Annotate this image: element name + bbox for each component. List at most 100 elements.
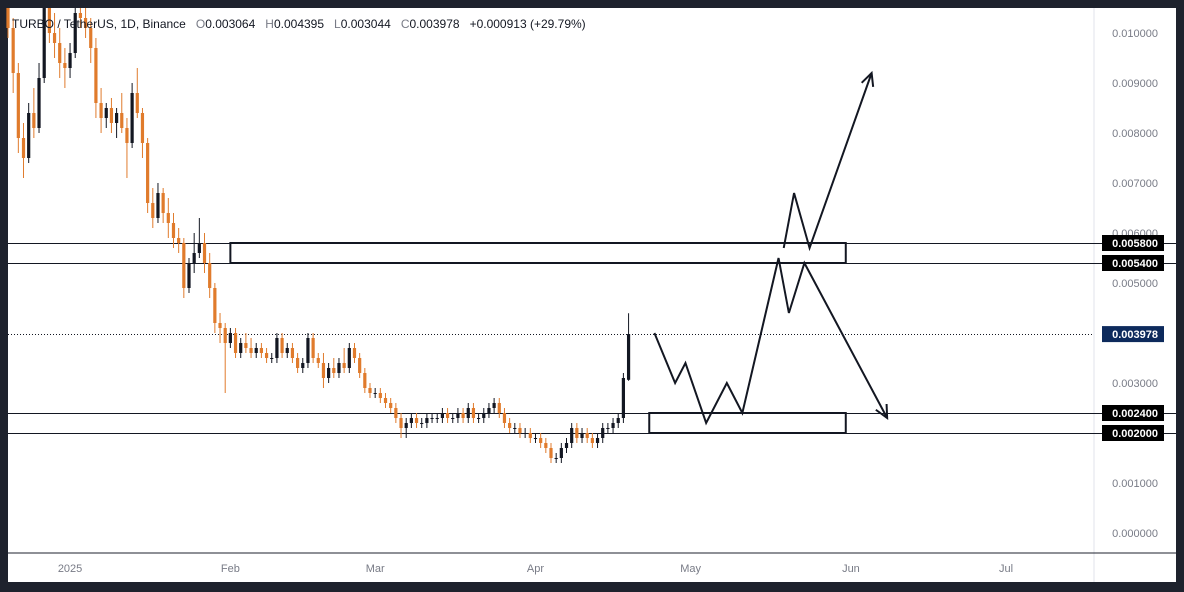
candle-body	[233, 333, 238, 353]
candle	[497, 398, 501, 418]
candle-body	[295, 358, 300, 368]
candle	[228, 328, 232, 348]
candle-body	[290, 348, 295, 358]
high-label: H	[265, 17, 274, 31]
candle-body	[342, 363, 346, 368]
candle-body	[47, 8, 51, 33]
candle-body	[202, 243, 207, 263]
candle	[321, 353, 326, 388]
x-tick-label: Jul	[999, 563, 1013, 575]
candle-body	[404, 423, 408, 428]
candle-body	[513, 428, 517, 429]
candle-body	[358, 358, 362, 373]
candle	[290, 343, 295, 363]
candle-body	[306, 338, 310, 363]
candle	[192, 233, 196, 273]
candle-body	[270, 358, 274, 359]
candle-body	[399, 418, 403, 428]
candle	[171, 213, 176, 248]
candle-body	[533, 438, 538, 439]
candle-body	[285, 348, 289, 353]
low-label: L	[334, 17, 341, 31]
level-price-label-box	[1102, 235, 1164, 251]
candle	[332, 358, 336, 378]
y-tick-label: 0.003000	[1112, 378, 1158, 390]
candle	[394, 403, 398, 423]
level-price-label: 0.005400	[1112, 258, 1158, 270]
candle-body	[409, 418, 413, 423]
candle	[58, 28, 62, 78]
candle	[570, 423, 574, 448]
candle-body	[528, 433, 532, 438]
candle	[502, 408, 507, 428]
candle	[223, 323, 227, 393]
candle-body	[275, 338, 279, 358]
close-value: 0.003978	[409, 17, 460, 31]
candle	[161, 188, 165, 223]
candle-body	[461, 413, 465, 418]
candle-body	[544, 443, 548, 448]
candle-body	[254, 348, 258, 353]
y-tick-label: 0.005000	[1112, 278, 1158, 290]
candle-body	[63, 63, 67, 68]
candle-body	[606, 428, 610, 429]
level-price-label-box	[1102, 255, 1164, 271]
candle-body	[197, 243, 201, 253]
candle-body	[626, 334, 631, 380]
candle-body	[161, 193, 165, 213]
x-tick-label: Jun	[842, 563, 860, 575]
candle-body	[523, 433, 527, 434]
candle	[208, 253, 212, 298]
candle-body	[440, 413, 445, 418]
candle	[213, 283, 217, 333]
candle-body	[518, 428, 522, 433]
candle	[471, 403, 476, 423]
candle	[414, 413, 419, 428]
candle	[21, 123, 26, 178]
candle	[182, 238, 186, 298]
candle	[621, 373, 626, 423]
candle-body	[218, 323, 222, 328]
candle	[616, 413, 620, 428]
candle	[78, 8, 83, 28]
candle-body	[456, 413, 460, 418]
candle	[539, 433, 543, 448]
candle-body	[621, 378, 626, 418]
candle-body	[368, 388, 372, 393]
candle	[383, 393, 388, 408]
candle	[295, 353, 300, 373]
candle	[83, 8, 88, 38]
candle	[435, 413, 439, 423]
candle	[52, 13, 57, 58]
y-tick-label: 0.001000	[1112, 478, 1158, 490]
candle	[146, 138, 150, 213]
candle	[285, 343, 289, 358]
candle-body	[182, 243, 186, 288]
candle	[187, 258, 191, 293]
candle	[259, 343, 264, 358]
x-tick-label: Mar	[366, 563, 385, 575]
candle-body	[492, 403, 496, 408]
projection-arrowhead	[860, 70, 875, 88]
last-price-label: 0.003978	[1112, 329, 1158, 341]
candle-body	[68, 53, 72, 68]
candle	[466, 403, 470, 423]
y-tick-label: 0.008000	[1112, 128, 1158, 140]
candle	[114, 108, 119, 138]
candle-body	[337, 363, 341, 373]
x-tick-label: Feb	[221, 563, 240, 575]
candle	[47, 8, 51, 43]
candle	[218, 313, 222, 343]
candle-body	[6, 8, 10, 28]
candle-body	[171, 223, 176, 238]
candle-body	[559, 448, 563, 458]
candle-body	[208, 263, 212, 288]
candle	[451, 413, 455, 423]
candle-body	[508, 423, 512, 428]
candle	[456, 408, 460, 423]
candle	[523, 428, 527, 438]
candle-body	[37, 78, 41, 128]
candle	[63, 48, 67, 88]
candle-body	[213, 288, 217, 323]
